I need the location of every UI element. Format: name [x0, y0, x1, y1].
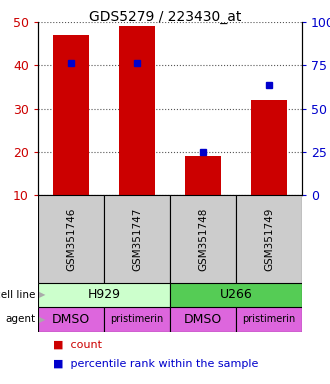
Bar [119, 26, 155, 195]
Text: GSM351746: GSM351746 [66, 207, 76, 271]
Bar [236, 307, 302, 332]
Text: DMSO: DMSO [52, 313, 90, 326]
Text: GDS5279 / 223430_at: GDS5279 / 223430_at [89, 10, 241, 24]
Text: GSM351749: GSM351749 [264, 207, 274, 271]
Bar [104, 307, 170, 332]
Bar [170, 307, 236, 332]
Bar [38, 307, 104, 332]
Bar [251, 100, 287, 195]
Text: GSM351748: GSM351748 [198, 207, 208, 271]
Text: ▶: ▶ [39, 315, 46, 324]
Text: ■  percentile rank within the sample: ■ percentile rank within the sample [53, 359, 258, 369]
Text: ▶: ▶ [39, 291, 46, 300]
Bar [38, 283, 170, 307]
Text: ■  count: ■ count [53, 340, 102, 350]
Text: pristimerin: pristimerin [110, 314, 164, 324]
Text: cell line: cell line [0, 290, 35, 300]
Bar [170, 195, 236, 283]
Bar [185, 156, 221, 195]
Text: H929: H929 [87, 288, 120, 301]
Bar [38, 195, 104, 283]
Text: DMSO: DMSO [184, 313, 222, 326]
Text: pristimerin: pristimerin [242, 314, 296, 324]
Text: agent: agent [5, 314, 35, 324]
Bar [53, 35, 89, 195]
Text: U266: U266 [220, 288, 252, 301]
Bar [170, 283, 302, 307]
Bar [104, 195, 170, 283]
Text: GSM351747: GSM351747 [132, 207, 142, 271]
Bar [236, 195, 302, 283]
